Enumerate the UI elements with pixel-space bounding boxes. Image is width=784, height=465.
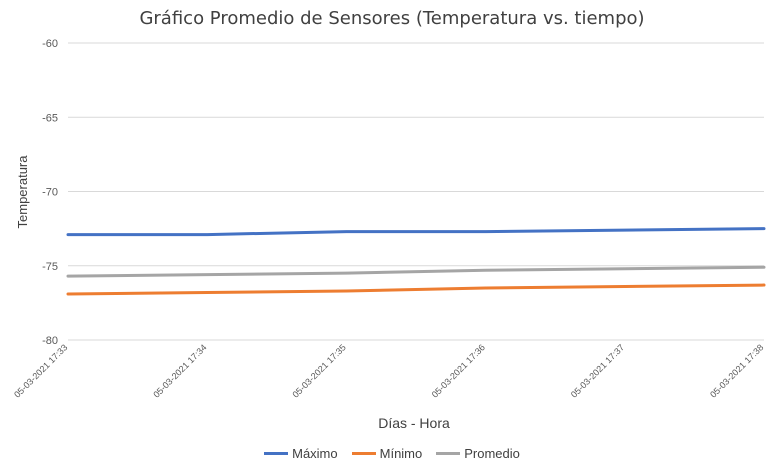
legend-label: Mínimo [379,446,423,461]
legend-item: Mínimo [351,446,423,461]
series-line-promedio [66,265,766,278]
y-tick-label: -65 [42,112,58,124]
legend-label: Promedio [464,446,520,461]
y-axis-ticks: -60 -65 -70 -75 -80 [42,38,58,347]
y-tick-label: -75 [42,261,58,273]
chart-title: Gráfico Promedio de Sensores (Temperatur… [139,8,645,29]
y-tick-label: -80 [42,335,58,347]
x-tick-label: 05-03-2021 17:35 [290,342,347,399]
series-line-máximo [66,227,766,237]
legend-item: Promedio [436,446,520,461]
legend-swatch [351,452,376,455]
y-tick-label: -60 [42,38,58,50]
y-tick-label: -70 [42,187,58,199]
legend-swatch [436,452,461,455]
y-axis-label: Temperatura [15,155,30,229]
legend: Máximo Mínimo Promedio [0,446,784,461]
legend-item: Máximo [264,446,338,461]
x-tick-label: 05-03-2021 17:38 [708,342,765,399]
series-lines [66,227,766,296]
x-tick-label: 05-03-2021 17:34 [151,342,208,399]
legend-swatch [264,452,289,455]
gridlines [68,42,764,341]
series-line-mínimo [66,283,766,296]
x-tick-label: 05-03-2021 17:33 [12,342,69,399]
legend-label: Máximo [292,446,338,461]
x-tick-label: 05-03-2021 17:37 [569,342,626,399]
x-axis-label: Días - Hora [378,415,450,431]
x-tick-label: 05-03-2021 17:36 [430,342,487,399]
x-axis-ticks: 05-03-2021 17:33 05-03-2021 17:34 05-03-20… [12,342,765,399]
